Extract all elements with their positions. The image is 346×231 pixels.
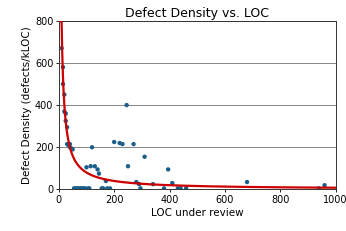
Point: [82, 186, 88, 190]
Point: [316, 186, 322, 190]
Point: [67, 142, 73, 146]
Point: [66, 143, 71, 147]
Point: [99, 186, 104, 190]
Point: [107, 186, 113, 190]
Point: [60, 82, 66, 86]
Point: [64, 142, 70, 146]
Point: [175, 186, 181, 190]
Point: [138, 186, 143, 190]
Point: [63, 112, 69, 115]
Point: [77, 186, 82, 190]
Point: [165, 167, 171, 171]
Point: [60, 65, 66, 69]
Point: [81, 186, 86, 190]
X-axis label: LOC under review: LOC under review: [151, 208, 244, 218]
Point: [64, 125, 70, 129]
Point: [59, 46, 64, 50]
Point: [86, 186, 92, 190]
Point: [170, 181, 175, 185]
Point: [100, 186, 106, 190]
Point: [134, 180, 139, 184]
Point: [75, 186, 81, 190]
Point: [104, 186, 110, 190]
Point: [150, 182, 156, 186]
Point: [103, 179, 109, 183]
Point: [125, 164, 131, 168]
Point: [95, 167, 100, 171]
Point: [136, 182, 142, 186]
Point: [178, 186, 183, 190]
Point: [92, 164, 98, 168]
Point: [124, 103, 129, 107]
Point: [67, 146, 73, 149]
Point: [85, 186, 91, 190]
Point: [322, 183, 327, 187]
Point: [71, 186, 77, 190]
Point: [70, 148, 75, 151]
Point: [161, 186, 167, 190]
Point: [57, 19, 63, 23]
Point: [183, 186, 189, 190]
Point: [120, 142, 125, 146]
Point: [69, 146, 74, 150]
Title: Defect Density vs. LOC: Defect Density vs. LOC: [125, 7, 269, 20]
Point: [73, 186, 78, 190]
Point: [62, 93, 67, 96]
Point: [88, 164, 93, 168]
Y-axis label: Defect Density (defects/kLOC): Defect Density (defects/kLOC): [22, 26, 32, 184]
Point: [244, 180, 250, 184]
Point: [78, 186, 84, 190]
Point: [142, 155, 147, 159]
Point: [84, 165, 89, 169]
Point: [131, 142, 136, 146]
Point: [63, 119, 69, 123]
Point: [62, 109, 67, 113]
Point: [74, 186, 80, 190]
Point: [111, 140, 117, 144]
Point: [96, 172, 102, 176]
Point: [80, 186, 85, 190]
Point: [89, 146, 95, 149]
Point: [117, 141, 122, 145]
